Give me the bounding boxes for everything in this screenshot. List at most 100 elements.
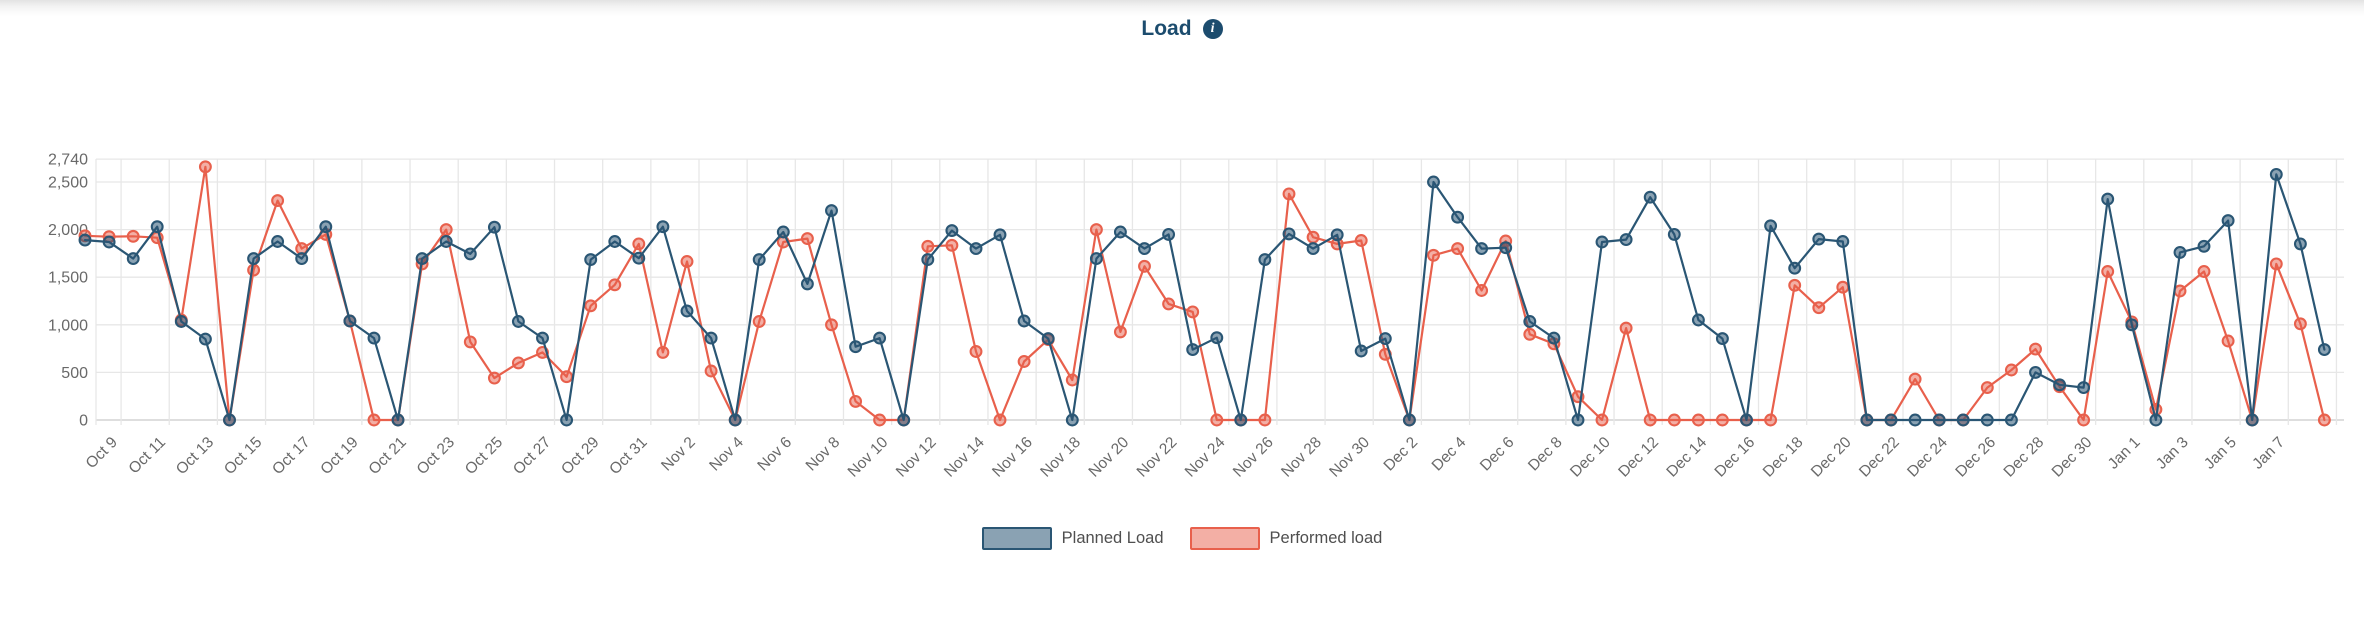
planned-load-point[interactable] [1980,413,1994,427]
performed-load-point[interactable] [2029,342,2042,356]
performed-load-point[interactable] [1113,325,1127,339]
planned-load-point[interactable] [1427,175,1440,189]
planned-load-point[interactable] [78,233,92,247]
planned-load-point[interactable] [150,220,164,234]
performed-load-point[interactable] [1162,297,1176,311]
planned-load-point[interactable] [1378,332,1392,346]
planned-load-point[interactable] [391,413,405,427]
performed-load-point[interactable] [1089,223,1103,237]
planned-load-point[interactable] [608,235,622,248]
planned-load-point[interactable] [1306,242,1320,256]
performed-load-point[interactable] [2269,257,2283,271]
planned-load-point[interactable] [463,247,477,261]
performed-load-point[interactable] [247,263,261,277]
planned-load-point[interactable] [1330,228,1344,242]
performed-load-point[interactable] [873,413,887,427]
performed-load-point[interactable] [2293,317,2307,331]
planned-load-point[interactable] [1956,413,1970,427]
planned-load-point[interactable] [921,253,935,267]
performed-load-point[interactable] [126,229,140,243]
planned-load-point[interactable] [584,253,598,267]
performed-load-point[interactable] [2197,265,2211,278]
planned-load-point[interactable] [1138,242,1151,256]
planned-load-point[interactable] [656,220,670,234]
planned-load-point[interactable] [536,331,549,345]
planned-load-point[interactable] [174,315,188,328]
planned-load-point[interactable] [1908,413,1922,427]
performed-load-point[interactable] [921,239,935,253]
performed-load-point[interactable] [945,238,959,252]
performed-load-point[interactable] [1619,321,1633,335]
planned-load-point[interactable] [487,220,501,234]
planned-load-point[interactable] [2125,318,2139,332]
planned-load-point[interactable] [1402,413,1416,427]
performed-load-point[interactable] [1427,248,1440,262]
planned-load-point[interactable] [1764,219,1778,233]
performed-load-point[interactable] [584,299,598,313]
planned-load-point[interactable] [1619,233,1633,247]
planned-load-point[interactable] [2245,413,2259,427]
planned-load-point[interactable] [849,340,863,354]
planned-load-point[interactable] [825,204,838,218]
performed-load-point[interactable] [1523,327,1537,341]
legend-item-performed-load[interactable]: Performed load [1189,527,1382,550]
performed-load-point[interactable] [1908,372,1922,386]
performed-load-point[interactable] [1186,305,1200,319]
performed-load-point[interactable] [439,223,453,237]
planned-load-point[interactable] [1643,190,1657,204]
performed-load-point[interactable] [463,335,477,349]
performed-load-point[interactable] [825,318,838,332]
planned-load-point[interactable] [247,252,261,266]
performed-load-point[interactable] [2101,265,2115,278]
performed-load-point[interactable] [1210,413,1224,427]
planned-load-point[interactable] [1017,314,1031,328]
performed-load-point[interactable] [1065,373,1079,387]
performed-load-point[interactable] [800,232,814,246]
planned-load-point[interactable] [1595,235,1609,249]
planned-load-point[interactable] [126,252,140,266]
performed-load-point[interactable] [1354,234,1368,247]
planned-load-point[interactable] [945,224,959,238]
performed-load-point[interactable] [1691,413,1705,427]
performed-load-point[interactable] [511,356,525,370]
planned-load-point[interactable] [415,252,429,266]
planned-load-point[interactable] [873,331,887,345]
planned-load-point[interactable] [2197,239,2211,253]
performed-load-point[interactable] [487,371,501,385]
planned-load-point[interactable] [1065,413,1079,427]
planned-load-point[interactable] [1354,344,1368,358]
planned-load-point[interactable] [1691,313,1705,327]
planned-load-point[interactable] [2077,381,2091,395]
planned-load-series[interactable] [78,167,2331,427]
planned-load-point[interactable] [2221,214,2235,228]
performed-load-point[interactable] [680,255,694,268]
performed-load-point[interactable] [1667,413,1681,427]
planned-load-point[interactable] [800,277,814,291]
planned-load-point[interactable] [223,413,236,427]
planned-load-point[interactable] [993,228,1007,242]
planned-load-point[interactable] [1740,413,1753,427]
planned-load-point[interactable] [2269,167,2283,181]
planned-load-point[interactable] [728,413,742,427]
planned-load-point[interactable] [1186,343,1200,357]
legend-item-planned-load[interactable]: Planned Load [981,527,1164,550]
performed-load-point[interactable] [1812,301,1826,315]
performed-load-point[interactable] [752,315,766,328]
performed-load-point[interactable] [2004,363,2018,377]
planned-load-point[interactable] [1547,331,1561,345]
performed-load-point[interactable] [367,413,381,427]
planned-load-point[interactable] [198,332,212,346]
performed-load-point[interactable] [1643,413,1657,427]
planned-load-point[interactable] [319,220,333,234]
planned-load-point[interactable] [1884,413,1898,427]
planned-load-point[interactable] [1667,227,1681,241]
planned-load-point[interactable] [271,235,285,248]
performed-load-point[interactable] [969,345,983,358]
performed-load-point[interactable] [1451,242,1465,256]
planned-load-point[interactable] [2053,378,2067,392]
performed-load-point[interactable] [1138,259,1151,273]
planned-load-point[interactable] [776,225,790,239]
performed-load-point[interactable] [1836,280,1850,294]
planned-load-point[interactable] [1475,242,1489,256]
